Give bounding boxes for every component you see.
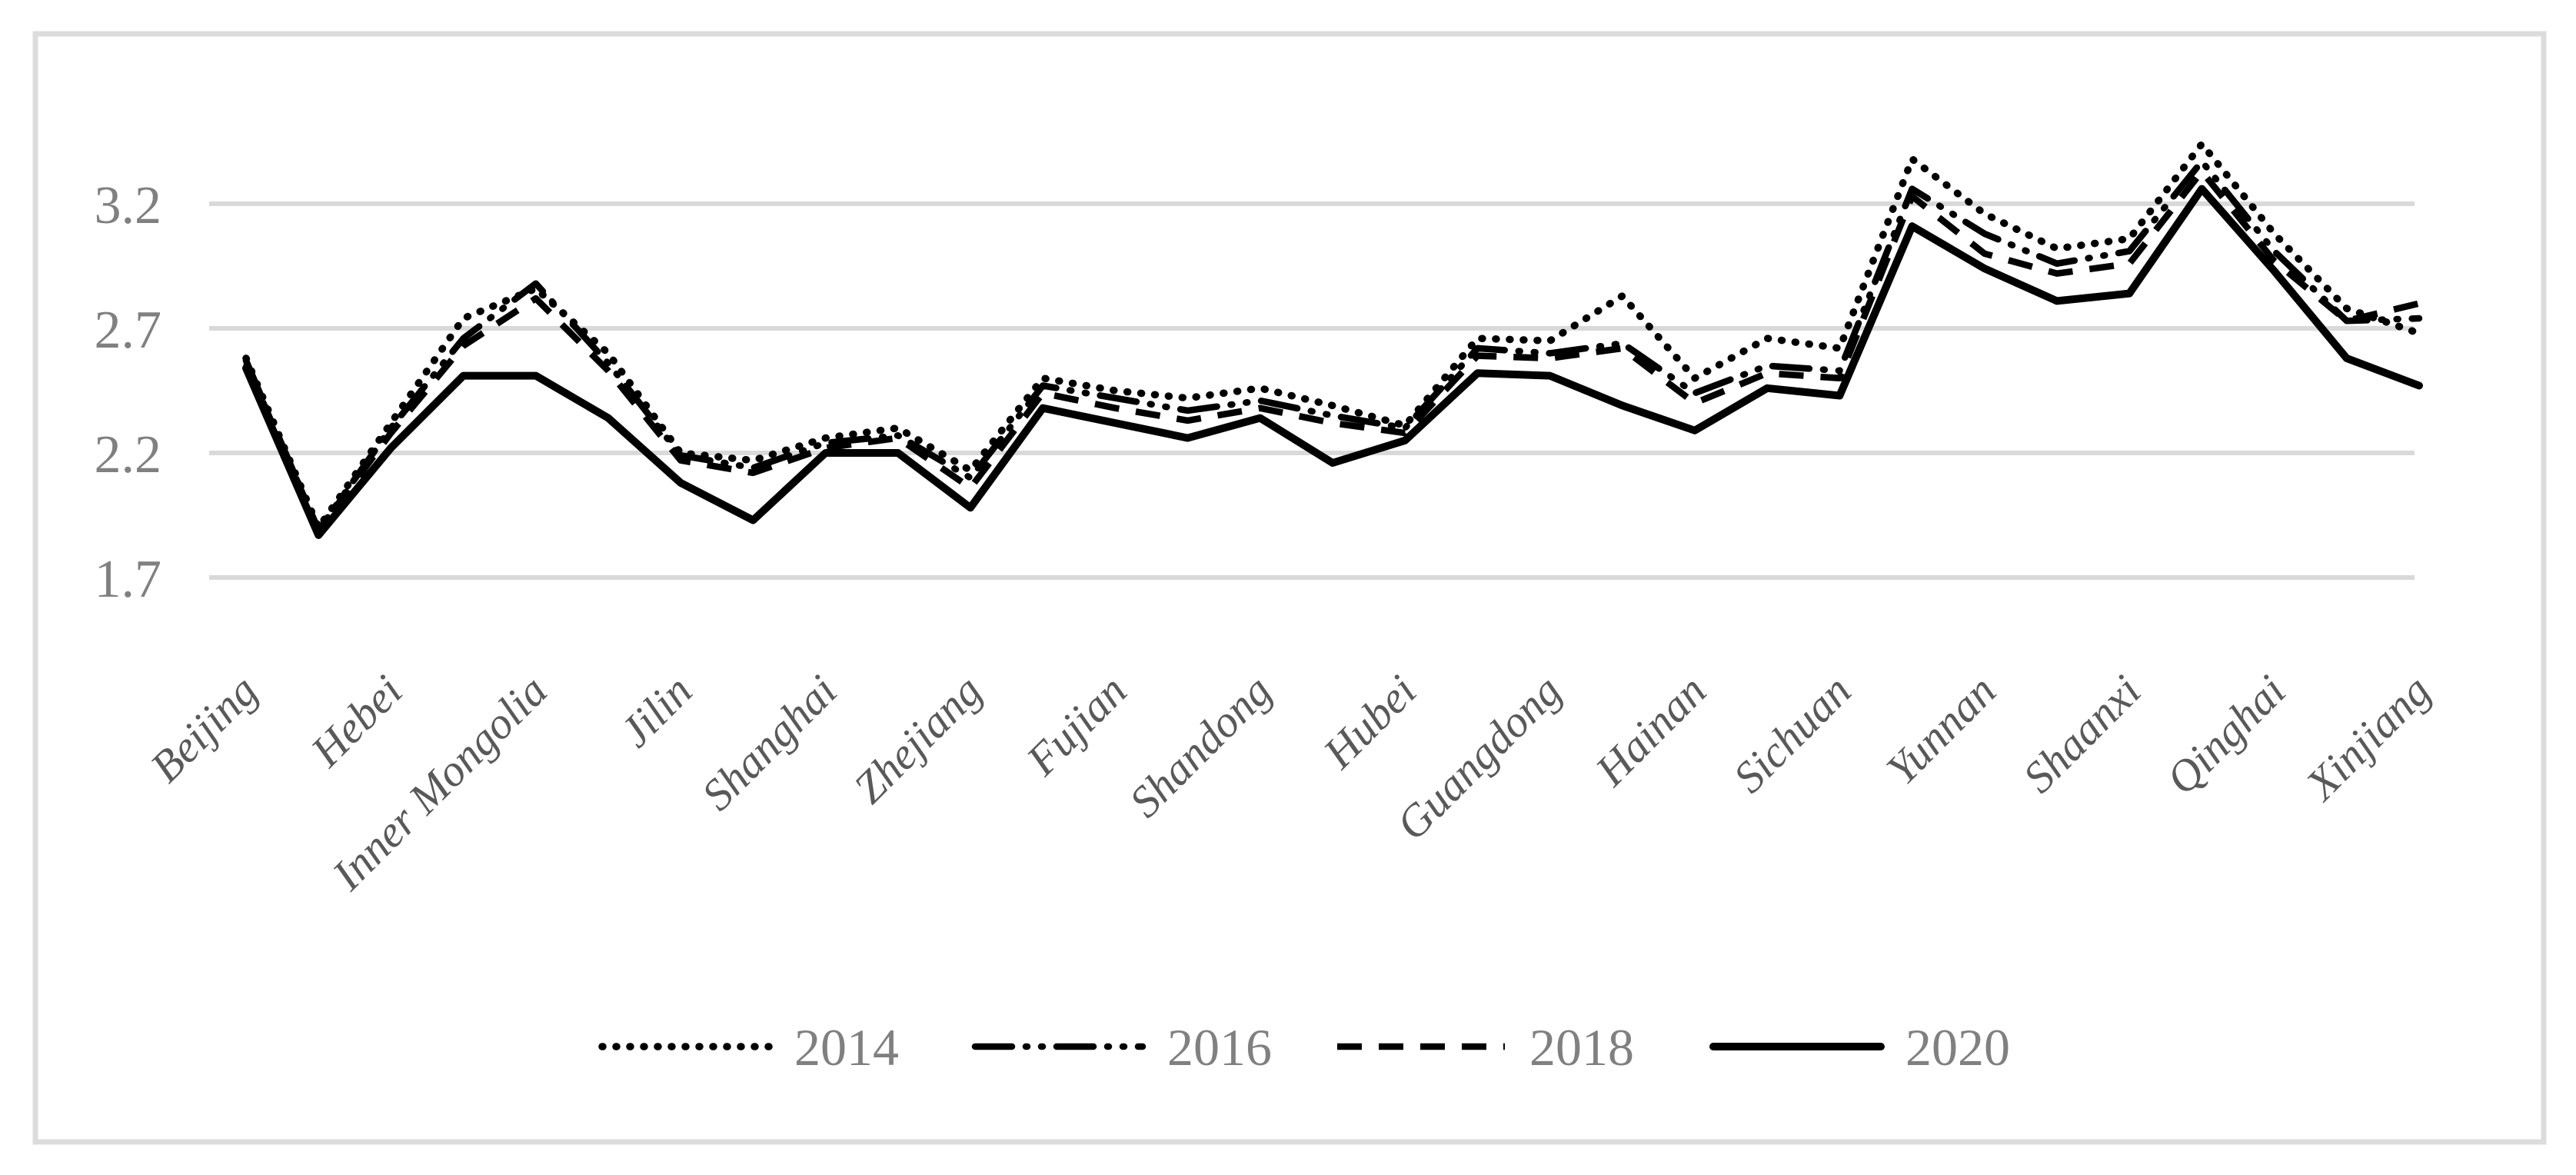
- series-line-2014: [242, 140, 2423, 531]
- series-line-2016: [242, 158, 2423, 534]
- chart-border: [32, 31, 2547, 1145]
- y-tick-label: 1.7: [95, 550, 162, 609]
- legend-label-2018: 2018: [1529, 1018, 1634, 1077]
- series-line-2018: [243, 168, 2420, 534]
- y-tick-label: 3.2: [95, 176, 162, 235]
- series-line-2020: [242, 185, 2423, 539]
- legend-label-2014: 2014: [794, 1018, 899, 1077]
- legend-label-2020: 2020: [1905, 1018, 2010, 1077]
- y-tick-label: 2.2: [95, 425, 162, 484]
- legend-label-2016: 2016: [1167, 1018, 1272, 1077]
- y-tick-label: 2.7: [95, 301, 162, 360]
